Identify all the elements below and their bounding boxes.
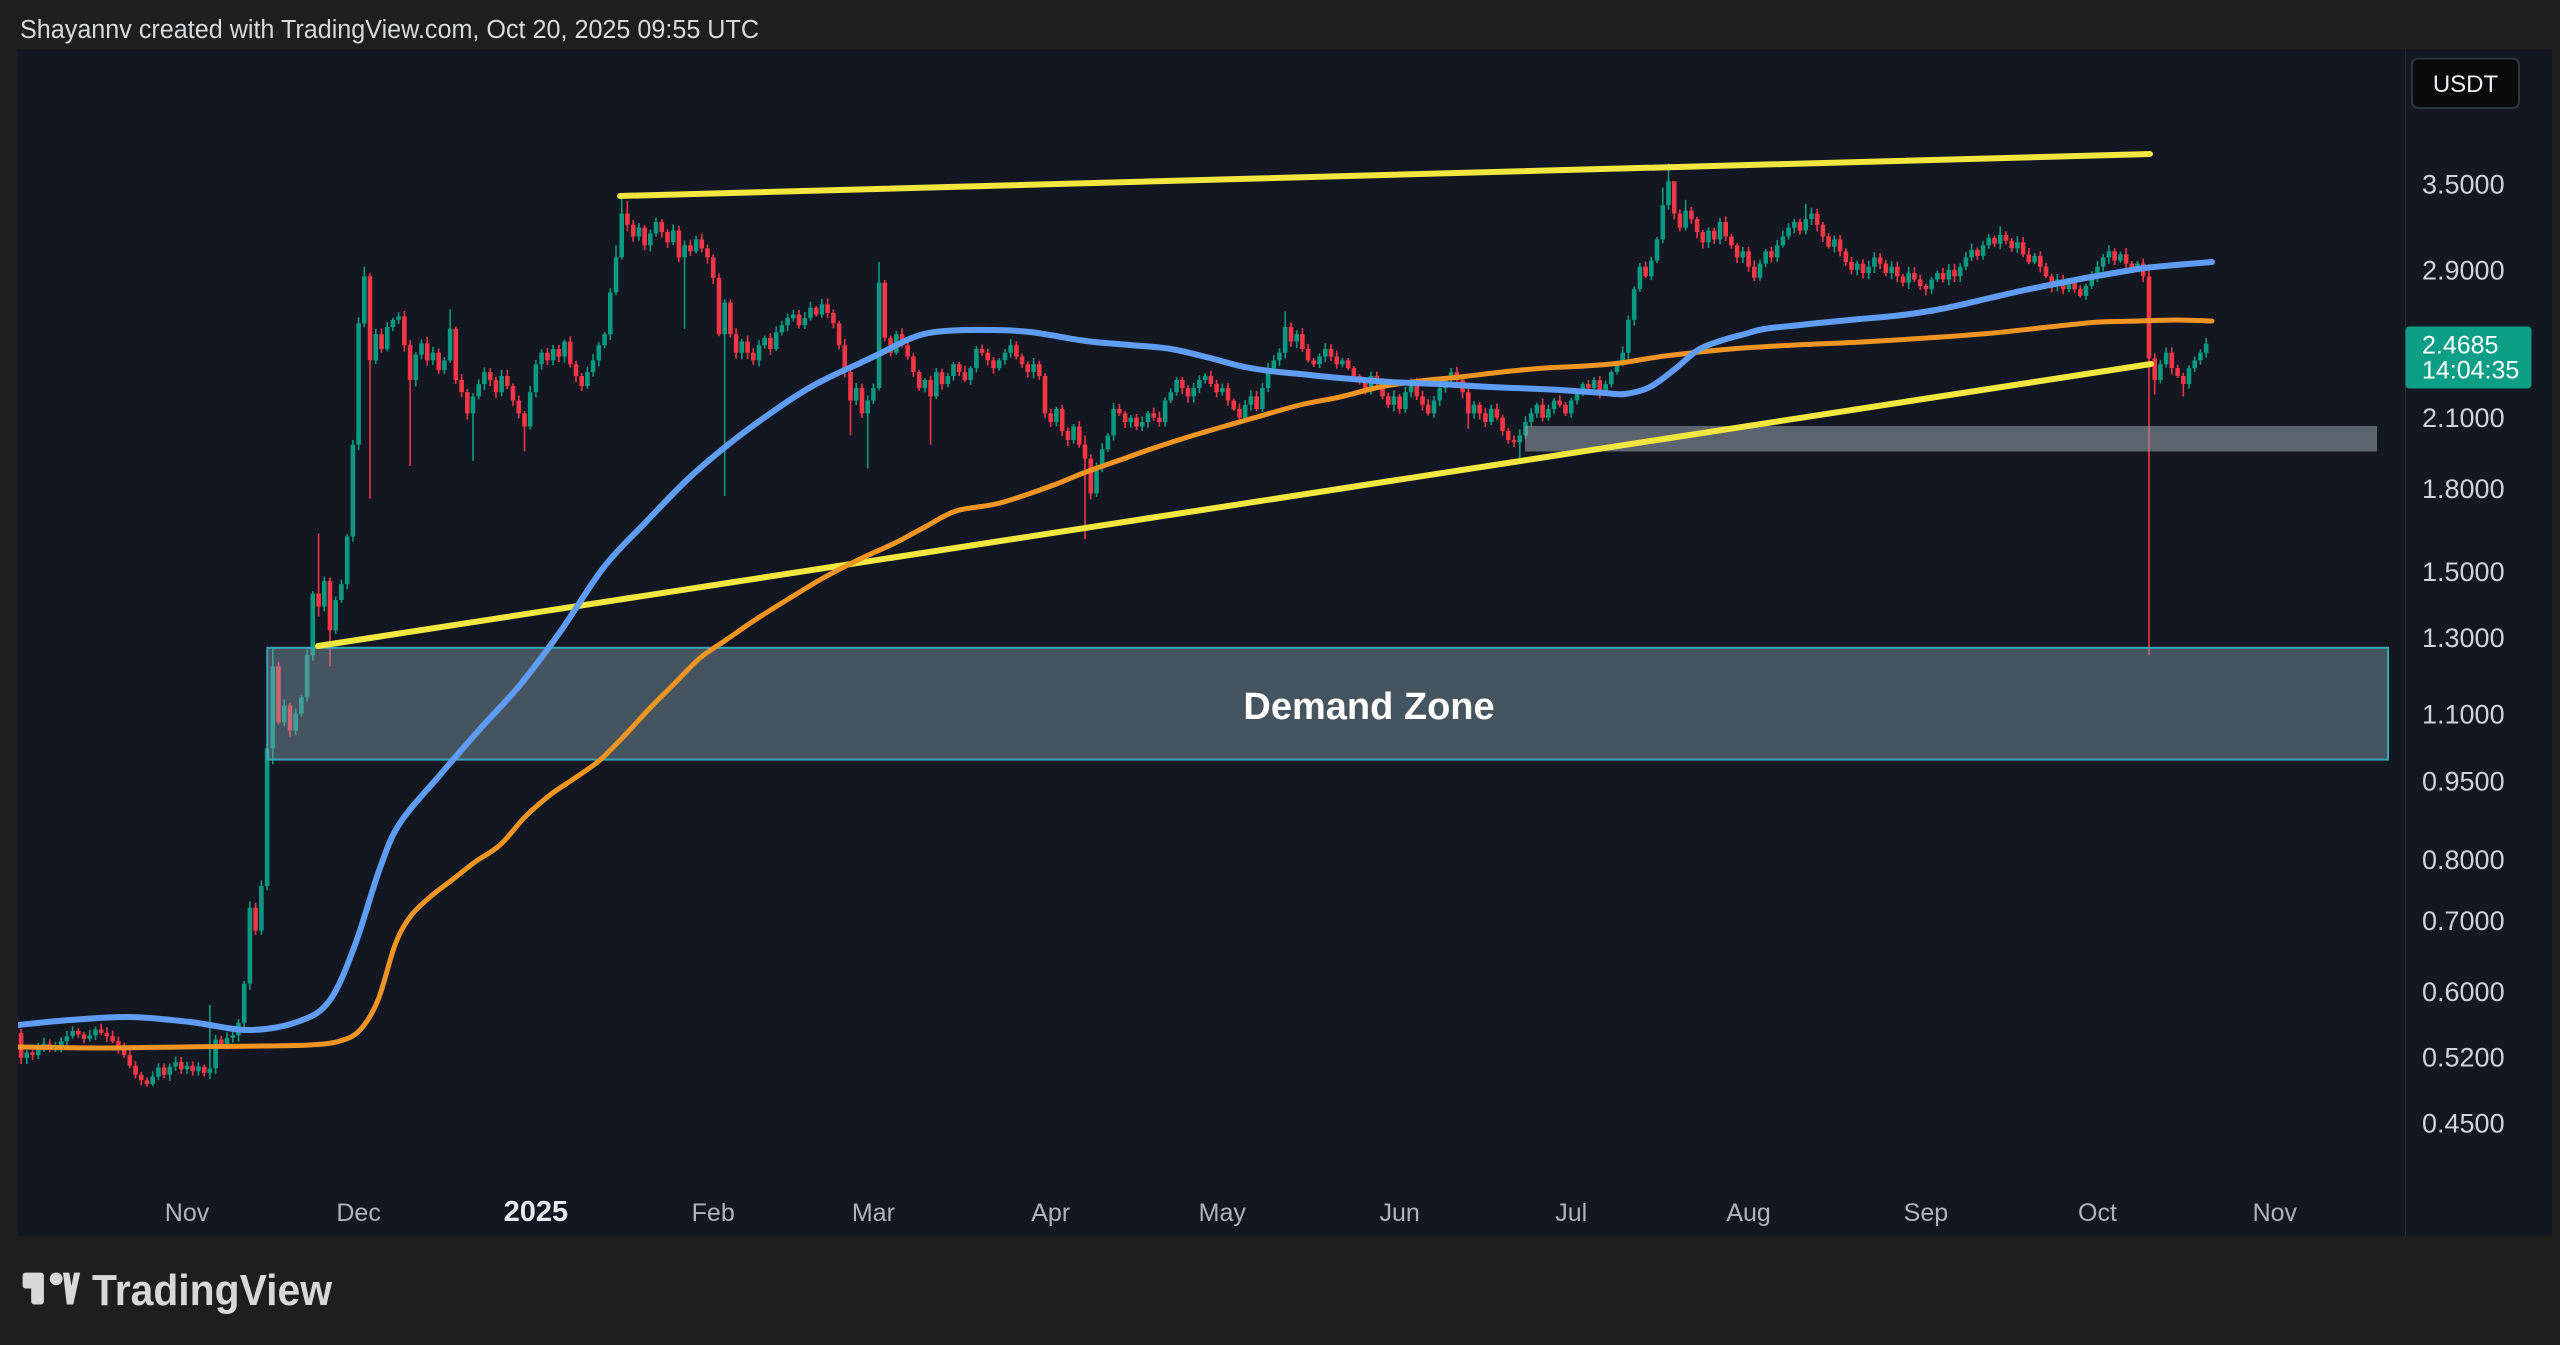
svg-text:0.6000: 0.6000	[2422, 977, 2505, 1007]
svg-text:May: May	[1199, 1199, 1247, 1227]
svg-text:TradingView: TradingView	[92, 1266, 333, 1315]
svg-text:Aug: Aug	[1726, 1199, 1770, 1227]
svg-text:3.5000: 3.5000	[2422, 169, 2505, 199]
svg-text:Apr: Apr	[1031, 1199, 1070, 1227]
svg-text:1.3000: 1.3000	[2422, 623, 2505, 653]
svg-text:2.4685: 2.4685	[2422, 332, 2498, 360]
svg-text:0.8000: 0.8000	[2422, 845, 2505, 875]
svg-text:0.5200: 0.5200	[2422, 1042, 2505, 1072]
svg-text:USDT: USDT	[2433, 71, 2499, 98]
svg-text:Oct: Oct	[2078, 1199, 2117, 1227]
svg-text:Mar: Mar	[852, 1199, 895, 1227]
svg-text:Jun: Jun	[1379, 1199, 1419, 1227]
svg-text:1.8000: 1.8000	[2422, 474, 2505, 504]
svg-text:14:04:35: 14:04:35	[2422, 357, 2519, 385]
svg-text:Nov: Nov	[2253, 1199, 2298, 1227]
svg-text:1.1000: 1.1000	[2422, 699, 2505, 729]
svg-text:Dec: Dec	[336, 1199, 380, 1227]
svg-text:0.7000: 0.7000	[2422, 906, 2505, 936]
svg-text:Shayannv created with TradingV: Shayannv created with TradingView.com, O…	[20, 16, 759, 44]
svg-text:2025: 2025	[504, 1196, 569, 1228]
svg-text:2.9000: 2.9000	[2422, 255, 2505, 285]
svg-text:Demand Zone: Demand Zone	[1243, 686, 1494, 728]
svg-text:0.9500: 0.9500	[2422, 766, 2505, 796]
svg-text:Feb: Feb	[692, 1199, 735, 1227]
svg-text:Jul: Jul	[1555, 1199, 1587, 1227]
svg-text:Sep: Sep	[1904, 1199, 1948, 1227]
svg-text:Nov: Nov	[165, 1199, 210, 1227]
svg-text:0.4500: 0.4500	[2422, 1109, 2505, 1139]
svg-text:1.5000: 1.5000	[2422, 557, 2505, 587]
svg-text:2.1000: 2.1000	[2422, 403, 2505, 433]
